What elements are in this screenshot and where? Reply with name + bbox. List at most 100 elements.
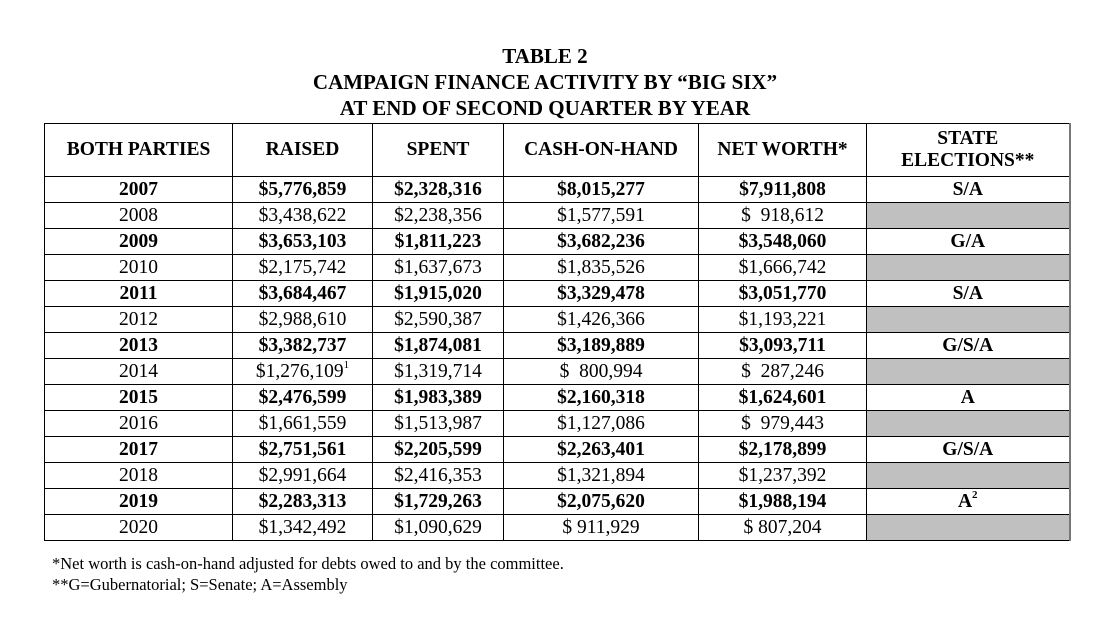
cell-spent-text: $2,238,356 — [394, 205, 482, 226]
cell-state-elections-text: A — [960, 387, 975, 408]
cell-year-text: 2019 — [119, 491, 158, 512]
cell-state-elections-text: G/A — [950, 231, 986, 252]
table-row: 2020 $1,342,492 $1,090,629 $ 911,929 $ 807,2… — [44, 514, 1071, 541]
title-line-2: CAMPAIGN FINANCE ACTIVITY BY “BIG SIX” — [312, 70, 778, 94]
cell-raised-text: $5,776,859 — [258, 179, 347, 200]
cell-raised: $1,342,492 — [232, 514, 373, 541]
cell-cash-on-hand: $1,577,591 — [503, 202, 699, 229]
cell-spent-text: $1,090,629 — [394, 517, 482, 538]
cell-year-text: 2010 — [119, 257, 158, 278]
cell-state-elections — [866, 514, 1071, 541]
cell-state-elections: A — [866, 384, 1071, 411]
cell-raised: $2,175,742 — [232, 254, 373, 281]
cell-cash-on-hand: $1,835,526 — [503, 254, 699, 281]
cell-spent-text: $2,328,316 — [394, 179, 482, 200]
cell-net-worth: $3,093,711 — [698, 332, 867, 359]
cell-cash-on-hand: $2,160,318 — [503, 384, 699, 411]
cell-net-worth-text: $ 807,204 — [743, 517, 822, 538]
cell-year-text: 2015 — [119, 387, 158, 408]
table-row: 2015 $2,476,599 $1,983,389 $2,160,318 $1,624… — [44, 384, 1071, 411]
cell-state-elections: G/S/A — [866, 332, 1071, 359]
table-row: 2012 $2,988,610 $2,590,387 $1,426,366 $1,193… — [44, 306, 1071, 333]
footnote-marker: 2 — [972, 489, 978, 501]
cell-year: 2007 — [44, 176, 233, 203]
cell-year-text: 2014 — [119, 361, 158, 382]
cell-cash-on-hand: $3,329,478 — [503, 280, 699, 307]
cell-year: 2017 — [44, 436, 233, 463]
cell-spent-text: $1,983,389 — [394, 387, 482, 408]
title-line-1: TABLE 2 — [502, 44, 588, 68]
cell-cash-on-hand: $ 911,929 — [503, 514, 699, 541]
cell-raised-text: $3,684,467 — [258, 283, 347, 304]
cell-net-worth: $3,051,770 — [698, 280, 867, 307]
cell-spent: $2,205,599 — [372, 436, 504, 463]
cell-spent-text: $1,915,020 — [394, 283, 482, 304]
cell-raised-text: $2,175,742 — [258, 257, 347, 278]
cell-year: 2020 — [44, 514, 233, 541]
cell-cash-on-hand: $3,682,236 — [503, 228, 699, 255]
cell-spent: $1,090,629 — [372, 514, 504, 541]
cell-net-worth: $3,548,060 — [698, 228, 867, 255]
cell-net-worth-text: $1,624,601 — [738, 387, 827, 408]
table-row: 2019 $2,283,313 $1,729,263 $2,075,620 $1,988… — [44, 488, 1071, 515]
cell-year: 2015 — [44, 384, 233, 411]
cell-cash-on-hand: $2,075,620 — [503, 488, 699, 515]
cell-net-worth-text: $1,193,221 — [738, 309, 827, 330]
cell-state-elections — [866, 202, 1071, 229]
cell-net-worth-text: $3,548,060 — [738, 231, 827, 252]
table-body: 2007 $5,776,859 $2,328,316 $8,015,277 $7,911… — [44, 176, 1071, 541]
table-row: 2018 $2,991,664 $2,416,353 $1,321,894 $1,237… — [44, 462, 1071, 489]
cell-cash-on-hand-text: $1,577,591 — [557, 205, 645, 226]
cell-spent: $1,874,081 — [372, 332, 504, 359]
cell-year-text: 2018 — [119, 465, 158, 486]
cell-spent-text: $1,874,081 — [394, 335, 482, 356]
cell-net-worth-text: $2,178,899 — [738, 439, 827, 460]
cell-spent: $1,915,020 — [372, 280, 504, 307]
cell-spent: $1,637,673 — [372, 254, 504, 281]
cell-spent: $2,238,356 — [372, 202, 504, 229]
cell-year: 2016 — [44, 410, 233, 437]
cell-state-elections: S/A — [866, 280, 1071, 307]
cell-year: 2009 — [44, 228, 233, 255]
cell-spent-text: $1,319,714 — [394, 361, 482, 382]
cell-raised-text: $1,661,559 — [258, 413, 347, 434]
cell-cash-on-hand-text: $1,127,086 — [557, 413, 645, 434]
cell-net-worth: $ 979,443 — [698, 410, 867, 437]
cell-year-text: 2016 — [119, 413, 158, 434]
cell-spent-text: $2,416,353 — [394, 465, 482, 486]
cell-cash-on-hand-text: $2,160,318 — [557, 387, 645, 408]
cell-spent-text: $1,513,987 — [394, 413, 482, 434]
table-row: 2011 $3,684,467 $1,915,020 $3,329,478 $3,051… — [44, 280, 1071, 307]
cell-raised-text: $3,438,622 — [258, 205, 347, 226]
cell-raised: $2,988,610 — [232, 306, 373, 333]
cell-state-elections — [866, 462, 1071, 489]
cell-spent: $1,811,223 — [372, 228, 504, 255]
cell-raised: $5,776,859 — [232, 176, 373, 203]
cell-spent-text: $1,811,223 — [394, 231, 482, 252]
footnote-net-worth: *Net worth is cash-on-hand adjusted for … — [52, 554, 564, 573]
table-row: 2009 $3,653,103 $1,811,223 $3,682,236 $3,548… — [44, 228, 1071, 255]
cell-raised: $3,438,622 — [232, 202, 373, 229]
header-row: BOTH PARTIES RAISED SPENT CASH-ON-HAND N… — [44, 123, 1071, 177]
cell-cash-on-hand-text: $ 800,994 — [559, 361, 643, 382]
cell-year-text: 2008 — [119, 205, 158, 226]
cell-spent: $2,590,387 — [372, 306, 504, 333]
cell-raised-text: $2,991,664 — [258, 465, 347, 486]
cell-cash-on-hand-text: $1,426,366 — [557, 309, 645, 330]
cell-cash-on-hand-text: $1,321,894 — [557, 465, 645, 486]
cell-cash-on-hand-text: $3,329,478 — [557, 283, 645, 304]
cell-spent: $1,513,987 — [372, 410, 504, 437]
cell-net-worth: $ 287,246 — [698, 358, 867, 385]
cell-spent: $1,983,389 — [372, 384, 504, 411]
cell-spent: $2,416,353 — [372, 462, 504, 489]
cell-state-elections — [866, 410, 1071, 437]
cell-spent-text: $2,205,599 — [394, 439, 482, 460]
cell-raised: $2,991,664 — [232, 462, 373, 489]
cell-raised-text: $3,382,737 — [258, 335, 347, 356]
table-row: 2008 $3,438,622 $2,238,356 $1,577,591 $ 918,… — [44, 202, 1071, 229]
campaign-finance-table: BOTH PARTIES RAISED SPENT CASH-ON-HAND N… — [44, 123, 1071, 541]
cell-cash-on-hand-text: $2,263,401 — [557, 439, 645, 460]
footnotes: *Net worth is cash-on-hand adjusted for … — [52, 553, 564, 595]
cell-state-elections-text: S/A — [952, 283, 983, 304]
cell-state-elections: A2 — [866, 488, 1071, 515]
